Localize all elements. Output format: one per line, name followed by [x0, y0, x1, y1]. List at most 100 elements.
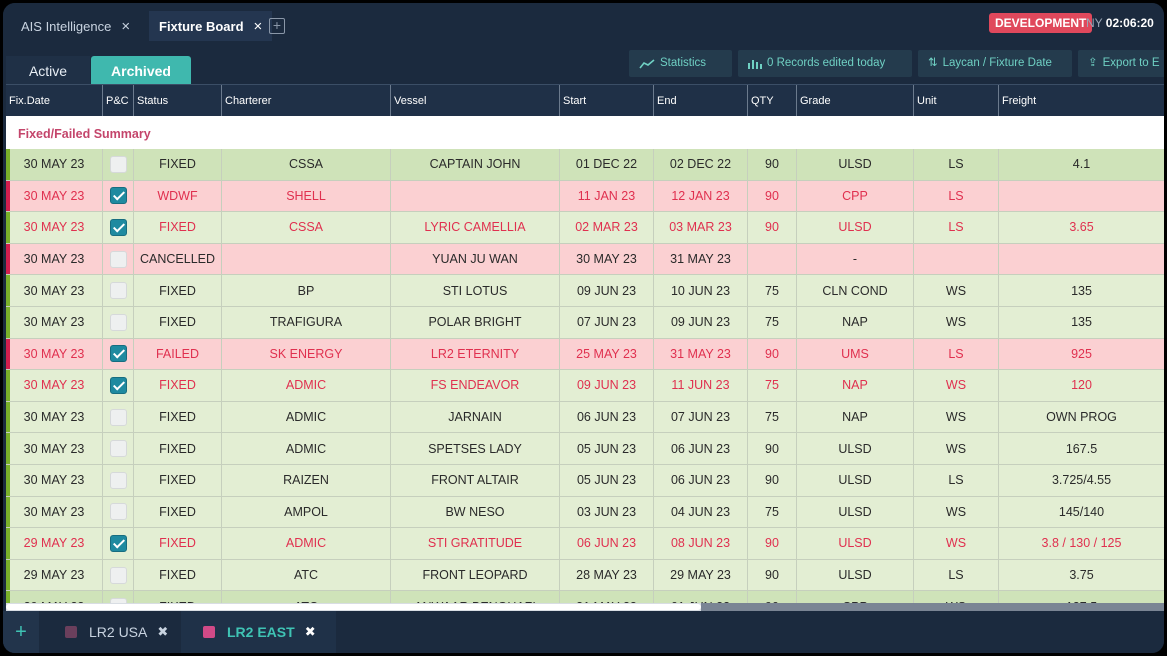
cell-qty[interactable]: 90: [747, 149, 796, 180]
table-row[interactable]: 30 MAY 23 FIXED BP STI LOTUS 09 JUN 23 10 JUN…: [6, 275, 1164, 307]
cell-start[interactable]: 09 JUN 23: [559, 275, 653, 306]
cell-unit[interactable]: WS: [913, 370, 998, 401]
column-header-pc[interactable]: P&C: [102, 85, 133, 117]
cell-freight[interactable]: 135: [998, 275, 1164, 306]
pc-checkbox[interactable]: [109, 282, 127, 300]
cell-freight[interactable]: 3.65: [998, 212, 1164, 243]
cell-qty[interactable]: 75: [747, 370, 796, 401]
column-header-freight[interactable]: Freight: [998, 85, 1164, 117]
close-icon[interactable]: ×: [121, 17, 131, 35]
cell-qty[interactable]: 90: [747, 212, 796, 243]
cell-end[interactable]: 08 JUN 23: [653, 528, 747, 559]
cell-qty[interactable]: 75: [747, 275, 796, 306]
column-header-unit[interactable]: Unit: [913, 85, 998, 117]
cell-start[interactable]: 07 JUN 23: [559, 306, 653, 338]
cell-qty[interactable]: 90: [747, 528, 796, 559]
cell-start[interactable]: 09 JUN 23: [559, 370, 653, 401]
cell-qty[interactable]: 90: [747, 180, 796, 212]
cell-end[interactable]: 04 JUN 23: [653, 496, 747, 528]
cell-unit[interactable]: WS: [913, 306, 998, 338]
cell-status[interactable]: FIXED: [133, 212, 221, 243]
cell-status[interactable]: FAILED: [133, 338, 221, 370]
cell-end[interactable]: 06 JUN 23: [653, 464, 747, 496]
cell-vessel[interactable]: LYRIC CAMELLIA: [390, 212, 559, 243]
cell-end[interactable]: 06 JUN 23: [653, 433, 747, 464]
cell-status[interactable]: FIXED: [133, 433, 221, 464]
pc-checkbox[interactable]: [109, 440, 127, 458]
cell-grade[interactable]: ULSD: [796, 528, 913, 559]
cell-grade[interactable]: ULSD: [796, 433, 913, 464]
cell-start[interactable]: 03 JUN 23: [559, 496, 653, 528]
tab-ais-intelligence[interactable]: AIS Intelligence ×: [21, 11, 130, 41]
cell-start[interactable]: 02 MAR 23: [559, 212, 653, 243]
cell-start[interactable]: 05 JUN 23: [559, 464, 653, 496]
cell-start[interactable]: 01 DEC 22: [559, 149, 653, 180]
column-header-fix-date[interactable]: Fix.Date: [9, 95, 50, 107]
cell-grade[interactable]: ULSD: [796, 212, 913, 243]
cell-freight[interactable]: 925: [998, 338, 1164, 370]
cell-charterer[interactable]: TRAFIGURA: [221, 306, 390, 338]
table-row[interactable]: 30 MAY 23 FIXED ADMIC SPETSES LADY 05 JUN 23…: [6, 433, 1164, 465]
cell-freight[interactable]: 4.1: [998, 149, 1164, 180]
cell-unit[interactable]: LS: [913, 180, 998, 212]
cell-start[interactable]: 30 MAY 23: [559, 243, 653, 275]
cell-status[interactable]: FIXED: [133, 401, 221, 433]
table-row[interactable]: 30 MAY 23 FIXED CSSA CAPTAIN JOHN 01 DEC 22 0…: [6, 149, 1164, 181]
board-tab-lr2-usa[interactable]: LR2 USA ✖: [65, 611, 168, 653]
cell-charterer[interactable]: ADMIC: [221, 433, 390, 464]
cell-charterer[interactable]: [221, 243, 390, 275]
table-row[interactable]: 30 MAY 23 FIXED AMPOL BW NESO 03 JUN 23 04 JU…: [6, 496, 1164, 529]
column-header-qty[interactable]: QTY: [747, 85, 796, 117]
pc-checkbox[interactable]: [109, 345, 127, 363]
cell-vessel[interactable]: STI LOTUS: [390, 275, 559, 306]
table-row[interactable]: 30 MAY 23 CANCELLED YUAN JU WAN 30 MAY 23 31…: [6, 243, 1164, 276]
cell-vessel[interactable]: LR2 ETERNITY: [390, 338, 559, 370]
cell-unit[interactable]: WS: [913, 496, 998, 528]
cell-grade[interactable]: ULSD: [796, 496, 913, 528]
cell-unit[interactable]: LS: [913, 338, 998, 370]
cell-charterer[interactable]: SHELL: [221, 180, 390, 212]
column-header-vessel[interactable]: Vessel: [390, 85, 559, 117]
cell-end[interactable]: 07 JUN 23: [653, 401, 747, 433]
cell-grade[interactable]: -: [796, 243, 913, 275]
cell-unit[interactable]: LS: [913, 212, 998, 243]
cell-unit[interactable]: LS: [913, 464, 998, 496]
cell-grade[interactable]: UMS: [796, 338, 913, 370]
cell-status[interactable]: FIXED: [133, 370, 221, 401]
cell-freight[interactable]: 3.725/4.55: [998, 464, 1164, 496]
cell-start[interactable]: 06 JUN 23: [559, 401, 653, 433]
cell-start[interactable]: 28 MAY 23: [559, 559, 653, 591]
cell-qty[interactable]: [747, 243, 796, 275]
cell-fix-date[interactable]: 30 MAY 23: [23, 188, 85, 203]
cell-status[interactable]: FIXED: [133, 306, 221, 338]
cell-vessel[interactable]: STI GRATITUDE: [390, 528, 559, 559]
cell-fix-date[interactable]: 29 MAY 23: [23, 568, 85, 583]
close-icon[interactable]: ×: [253, 17, 263, 35]
cell-start[interactable]: 05 JUN 23: [559, 433, 653, 464]
cell-fix-date[interactable]: 30 MAY 23: [23, 283, 85, 298]
column-header-grade[interactable]: Grade: [796, 85, 913, 117]
table-row[interactable]: 30 MAY 23 FIXED RAIZEN FRONT ALTAIR 05 JUN 2…: [6, 464, 1164, 497]
pc-checkbox[interactable]: [109, 187, 127, 205]
cell-charterer[interactable]: ADMIC: [221, 528, 390, 559]
cell-status[interactable]: FIXED: [133, 464, 221, 496]
cell-start[interactable]: 06 JUN 23: [559, 528, 653, 559]
cell-status[interactable]: CANCELLED: [133, 243, 221, 275]
cell-grade[interactable]: NAP: [796, 401, 913, 433]
cell-freight[interactable]: 167.5: [998, 433, 1164, 464]
cell-unit[interactable]: WS: [913, 433, 998, 464]
cell-charterer[interactable]: AMPOL: [221, 496, 390, 528]
cell-grade[interactable]: ULSD: [796, 559, 913, 591]
cell-charterer[interactable]: ADMIC: [221, 401, 390, 433]
cell-unit[interactable]: [913, 243, 998, 275]
cell-start[interactable]: 11 JAN 23: [559, 180, 653, 212]
cell-freight[interactable]: [998, 180, 1164, 212]
column-header-start[interactable]: Start: [559, 85, 653, 117]
cell-grade[interactable]: ULSD: [796, 464, 913, 496]
table-row[interactable]: 30 MAY 23 WDWF SHELL 11 JAN 23 12 JAN 23 90 CP…: [6, 180, 1164, 213]
cell-charterer[interactable]: RAIZEN: [221, 464, 390, 496]
cell-status[interactable]: FIXED: [133, 149, 221, 180]
cell-qty[interactable]: 90: [747, 338, 796, 370]
column-header-charterer[interactable]: Charterer: [221, 85, 390, 117]
board-tab-lr2-east[interactable]: LR2 EAST ✖: [181, 611, 336, 653]
